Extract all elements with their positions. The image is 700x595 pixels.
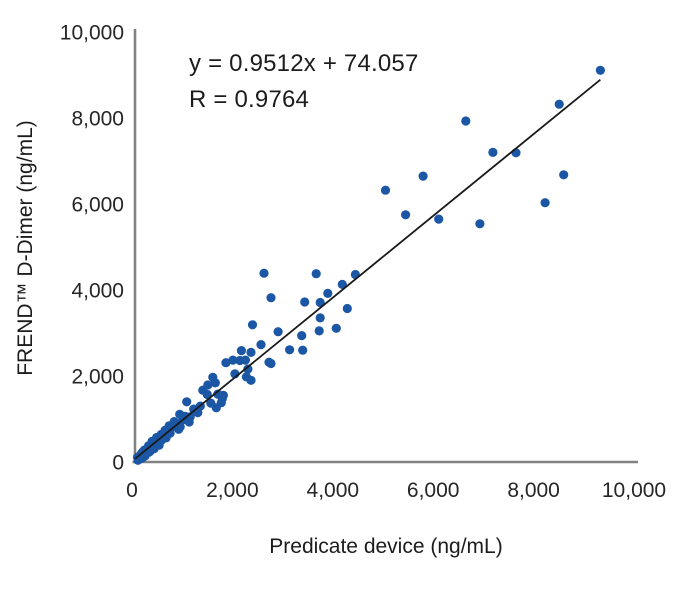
data-point (595, 65, 606, 75)
data-point (554, 99, 564, 109)
data-point (540, 198, 550, 208)
data-point (314, 326, 324, 336)
data-point (174, 424, 184, 434)
y-tick-label: 4,000 (71, 280, 124, 303)
regression-equation: y = 0.9512x + 74.057 (189, 50, 419, 77)
y-tick-label: 6,000 (71, 194, 124, 217)
data-point (247, 320, 258, 330)
data-point (149, 444, 159, 454)
data-point (331, 323, 341, 333)
data-point (401, 210, 411, 220)
data-point (461, 116, 471, 126)
x-tick-label: 0 (126, 479, 138, 502)
data-point (211, 403, 221, 413)
data-point (182, 397, 192, 407)
data-point (266, 293, 276, 303)
data-point (285, 345, 295, 355)
data-point (273, 327, 283, 337)
data-point (246, 375, 256, 385)
y-tick-label: 10,000 (60, 22, 124, 45)
data-point (297, 331, 307, 341)
y-tick-label: 8,000 (71, 108, 124, 131)
data-point (217, 394, 227, 404)
data-point (418, 171, 428, 181)
data-point (315, 313, 325, 323)
data-point (475, 219, 485, 229)
data-point (311, 269, 321, 279)
x-tick-label: 2,000 (206, 479, 259, 502)
data-point (300, 297, 310, 307)
data-point (243, 364, 253, 374)
x-tick-label: 4,000 (307, 479, 360, 502)
data-point (208, 372, 218, 382)
x-tick-label: 10,000 (602, 479, 666, 502)
x-tick-label: 8,000 (507, 479, 560, 502)
data-point (202, 389, 212, 400)
y-tick-label: 2,000 (71, 366, 124, 389)
annotation-block: y = 0.9512x + 74.057 R = 0.9764 (189, 46, 419, 118)
data-point (246, 347, 256, 357)
data-point (256, 340, 266, 350)
data-point (323, 288, 333, 298)
x-tick-label: 6,000 (407, 479, 460, 502)
data-point (298, 345, 308, 355)
data-point (221, 358, 231, 368)
data-point (266, 358, 276, 369)
data-point (259, 268, 269, 278)
correlation-coefficient: R = 0.9764 (189, 86, 310, 113)
data-point (342, 303, 352, 314)
y-axis-title: FREND™ D-Dimer (ng/mL) (14, 120, 37, 376)
data-point (337, 279, 347, 289)
x-axis-title: Predicate device (ng/mL) (269, 535, 503, 558)
data-point (380, 185, 391, 195)
data-point (434, 214, 444, 224)
data-point (488, 147, 498, 157)
data-point (511, 148, 521, 158)
data-point (228, 355, 238, 365)
data-point (235, 355, 245, 366)
data-point (559, 170, 569, 180)
data-point (184, 417, 194, 427)
data-point (236, 346, 246, 356)
data-point (315, 297, 325, 308)
trend-line (134, 78, 601, 460)
y-tick-label: 0 (112, 452, 124, 475)
